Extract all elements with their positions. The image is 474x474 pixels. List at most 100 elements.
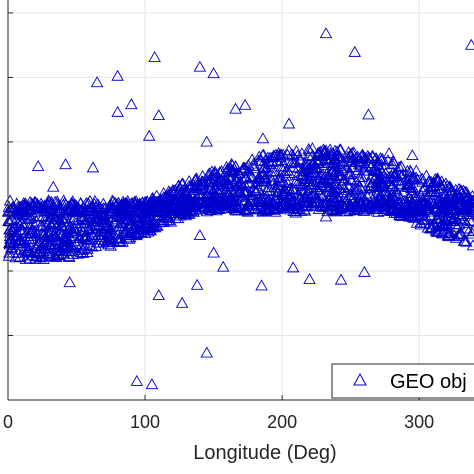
data-point-marker [397,203,410,215]
data-point-marker [70,204,84,216]
data-point-marker [319,210,333,222]
data-point-marker [104,239,118,251]
data-point-marker [335,196,349,208]
data-point-marker [417,183,431,195]
data-point-marker [373,171,386,183]
data-point-marker [399,180,412,192]
data-point-marker [450,220,464,232]
data-point-marker [117,221,131,233]
data-point-marker [289,175,303,187]
data-point-marker [167,184,180,196]
data-point-marker [323,182,337,194]
data-point-marker [210,200,223,212]
data-point-marker [85,240,99,252]
data-point-marker [44,213,58,225]
data-point-marker [259,202,272,214]
data-point-marker [43,238,56,250]
data-point-marker [255,279,268,291]
data-point-marker [2,249,16,261]
data-point-marker [57,212,70,224]
data-point-marker [460,186,474,198]
data-point-marker [15,217,28,229]
data-point-marker [117,208,131,220]
data-point-marker [290,145,303,157]
data-point-marker [95,228,108,240]
data-point-marker [58,234,71,246]
data-point-marker [128,195,141,207]
data-point-marker [425,222,438,234]
data-point-marker [168,184,182,195]
x-tick-label: 0 [3,412,13,432]
data-point-marker [430,184,443,196]
legend: GEO obj [331,363,474,399]
data-point-marker [397,194,411,206]
data-point-marker [279,196,292,208]
data-point-marker [311,192,324,204]
data-point-marker [178,191,192,203]
data-point-marker [256,204,269,216]
data-point-marker [342,180,355,192]
data-point-marker [325,149,338,161]
data-point-marker [419,199,433,211]
data-point-marker [105,221,118,233]
data-point-marker [373,190,387,202]
data-point-marker [147,218,160,230]
data-point-marker [320,153,334,165]
data-point-marker [244,169,257,181]
data-point-marker [260,196,274,208]
data-point-marker [438,203,451,215]
data-point-marker [14,223,28,235]
data-point-marker [15,236,29,248]
data-point-marker [50,195,64,207]
data-point-marker [431,173,445,185]
data-point-marker [368,163,382,175]
data-point-marker [385,188,399,200]
data-point-marker [382,147,396,159]
data-point-marker [286,149,300,161]
data-point-marker [164,215,178,227]
data-point-marker [46,180,60,192]
data-point-marker [333,143,347,155]
data-point-marker [191,196,204,208]
data-point-marker [348,203,361,215]
data-point-marker [363,198,377,210]
data-point-marker [309,161,323,173]
data-point-marker [76,246,90,258]
data-point-marker [352,158,366,170]
data-point-marker [415,172,429,184]
data-point-marker [241,164,255,176]
data-point-marker [89,239,103,251]
data-point-marker [462,225,474,237]
data-point-marker [190,278,204,290]
data-point-marker [152,289,166,301]
data-point-marker [193,229,207,241]
data-point-marker [460,222,473,234]
data-point-marker [3,226,17,238]
data-point-marker [52,204,65,216]
data-point-marker [92,218,106,230]
data-point-marker [270,189,283,201]
data-point-marker [122,211,136,223]
data-point-marker [281,164,294,176]
data-point-marker [204,194,217,206]
data-point-marker [19,197,32,209]
data-point-marker [287,204,300,216]
data-point-marker [326,165,340,177]
data-point-marker [288,195,301,207]
data-point-marker [14,204,28,216]
data-point-marker [49,250,63,262]
data-point-marker [104,202,117,214]
data-point-marker [310,181,323,192]
data-point-marker [286,183,300,195]
x-tick-label: 300 [404,412,434,432]
data-point-marker [298,190,312,202]
data-point-marker [381,154,395,166]
data-point-marker [86,161,100,173]
data-point-marker [58,233,71,245]
data-point-marker [25,223,39,235]
data-point-marker [342,168,356,180]
data-point-marker [76,213,89,225]
data-point-marker [138,212,152,224]
data-point-marker [323,143,337,155]
data-point-marker [316,199,330,211]
